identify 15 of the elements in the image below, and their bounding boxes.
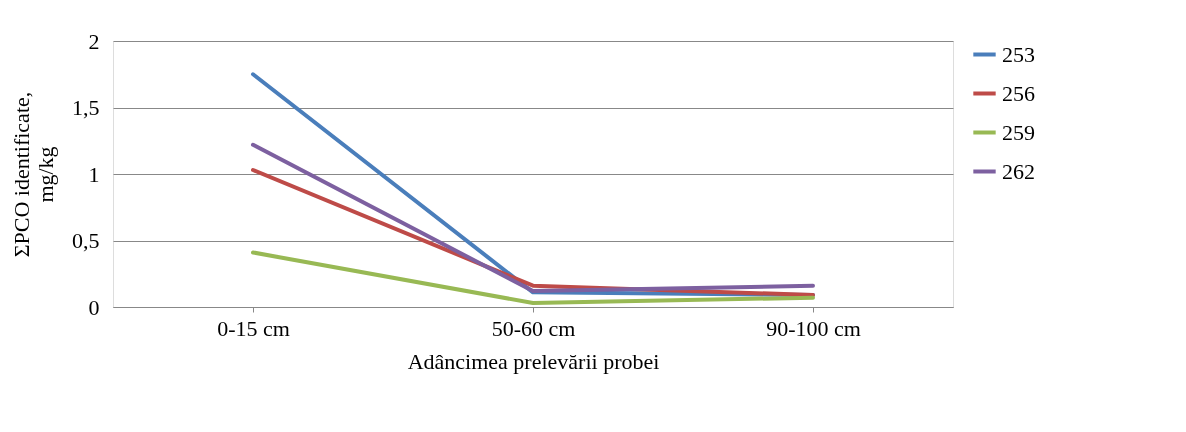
legend-label: 256 — [1002, 80, 1035, 106]
x-axis-title: Adâncimea prelevării probei — [407, 348, 660, 374]
y-tick-label: 1,5 — [72, 95, 100, 120]
legend-label: 259 — [1002, 119, 1035, 145]
legend-label: 262 — [1002, 158, 1035, 184]
y-tick-label: 0 — [88, 294, 100, 320]
legend-label: 253 — [1002, 41, 1035, 67]
x-tick-label: 50-60 cm — [491, 315, 576, 341]
text: mg/kg — [33, 146, 58, 203]
text: ΣPCO identificate, — [9, 91, 34, 258]
x-tick-label: 0-15 cm — [217, 315, 290, 341]
y-tick-label: 0,5 — [72, 228, 100, 253]
x-tick-label: 90-100 cm — [766, 315, 861, 341]
y-tick-label: 2 — [88, 28, 100, 54]
y-tick-label: 1 — [88, 161, 100, 187]
